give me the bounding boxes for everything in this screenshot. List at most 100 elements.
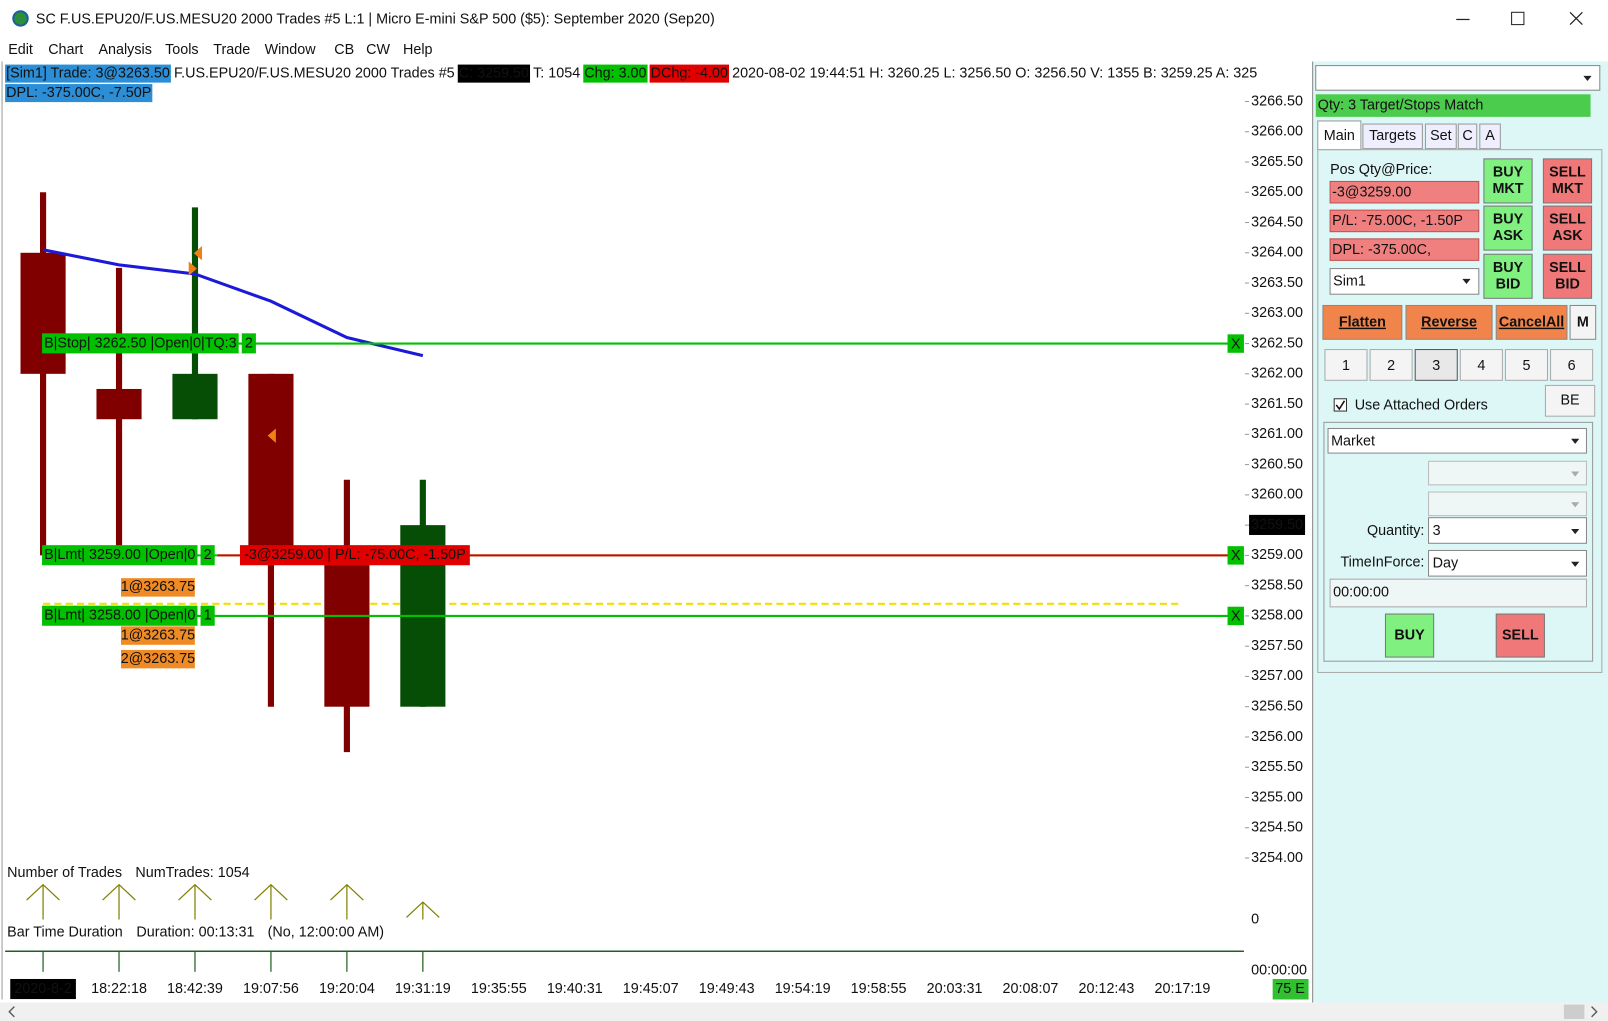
sell-button-label[interactable]: ASK [1552, 228, 1583, 244]
tab-label[interactable]: Targets [1369, 128, 1416, 144]
attached-orders-label[interactable]: Use Attached Orders [1355, 398, 1488, 414]
order-quantity[interactable]: 2 [204, 547, 212, 563]
cancel-box[interactable] [1227, 606, 1244, 626]
quantity-value[interactable]: 3 [1433, 523, 1441, 539]
buy-button[interactable] [1483, 158, 1533, 204]
quantity-button[interactable] [1459, 349, 1503, 381]
scrollbar-thumb[interactable] [1563, 1004, 1585, 1019]
order-label[interactable]: B|Stop| 3262.50 |Open|0|TQ:3 [44, 335, 237, 351]
cancel-box[interactable] [1227, 334, 1244, 353]
fill-label-background [121, 578, 195, 597]
symbol-dropdown[interactable] [1315, 65, 1601, 91]
order-label[interactable]: B|Lmt| 3259.00 |Open|0 [44, 547, 195, 563]
menu-item[interactable]: CW [366, 42, 390, 58]
menu-bar [0, 38, 1608, 62]
tab[interactable] [1317, 120, 1362, 151]
menu-item[interactable]: Window [265, 42, 317, 58]
buy-button-label[interactable]: BUY [1493, 165, 1524, 181]
account-value[interactable]: Sim1 [1333, 274, 1366, 290]
sell-button-label[interactable]: BID [1555, 276, 1580, 292]
tif-value[interactable]: Day [1433, 556, 1459, 572]
attached-orders-box [1323, 421, 1594, 662]
quantity-button[interactable] [1369, 349, 1413, 381]
maximize-button[interactable] [1511, 11, 1525, 26]
buy-button-label[interactable]: BUY [1493, 260, 1524, 276]
cancel-order[interactable]: X [1231, 609, 1241, 625]
buy-button-label[interactable]: MKT [1492, 181, 1523, 197]
menu-item[interactable]: Trade [213, 42, 250, 58]
cancel-order[interactable]: X [1231, 548, 1241, 564]
quantity-button[interactable] [1414, 349, 1458, 381]
tab[interactable] [1457, 123, 1478, 150]
sell-button-label[interactable]: SELL [1549, 260, 1586, 276]
tab-label[interactable]: C [1462, 128, 1472, 144]
quantity-button[interactable] [1550, 349, 1594, 381]
action-button[interactable] [1405, 304, 1493, 340]
tab-label[interactable]: A [1485, 128, 1495, 144]
header-symbol: F.US.EPU20/F.US.MESU20 2000 Trades #5 [174, 66, 455, 82]
quantity-button-label[interactable]: 5 [1522, 358, 1530, 374]
sell-button[interactable] [1542, 158, 1593, 204]
buy-button[interactable] [1483, 253, 1533, 299]
buy-button-label[interactable]: BID [1496, 276, 1521, 292]
buy-button-label[interactable]: ASK [1493, 228, 1524, 244]
tab[interactable] [1479, 123, 1501, 150]
menu-item[interactable]: Analysis [98, 42, 151, 58]
action-button-label[interactable]: Flatten [1339, 315, 1386, 331]
attached-orders-checkbox[interactable] [1333, 398, 1348, 412]
cancel-order[interactable]: X [1231, 336, 1241, 352]
x-tick-label: 19:20:04 [319, 981, 375, 997]
action-button-label[interactable]: M [1577, 315, 1589, 331]
sell-button-label[interactable]: SELL [1549, 165, 1586, 181]
buy-order-button[interactable] [1384, 613, 1435, 658]
action-button-label[interactable]: Reverse [1421, 315, 1477, 331]
menu-item[interactable]: CB [334, 42, 354, 58]
order-type-value[interactable]: Market [1331, 434, 1375, 450]
quantity-button-label[interactable]: 6 [1568, 358, 1576, 374]
account-combo[interactable] [1329, 268, 1480, 295]
sell-button-label[interactable]: SELL [1549, 212, 1586, 228]
sell-order-button[interactable] [1495, 613, 1545, 658]
tab-label[interactable]: Main [1324, 128, 1355, 144]
scroll-left[interactable] [8, 1006, 15, 1018]
be-button[interactable] [1544, 384, 1596, 417]
tab[interactable] [1362, 123, 1423, 150]
sell-order-label[interactable]: SELL [1502, 627, 1539, 643]
y-tick-label: 3264.50 [1251, 214, 1303, 230]
tif-combo[interactable] [1428, 549, 1587, 577]
order-type-combo[interactable] [1327, 427, 1587, 454]
quantity-button-label[interactable]: 3 [1432, 358, 1440, 374]
order-quantity[interactable]: 2 [245, 335, 253, 351]
menu-item[interactable]: Tools [165, 42, 199, 58]
label-background [10, 978, 76, 1000]
buy-button-label[interactable]: BUY [1493, 212, 1524, 228]
quantity-button-label[interactable]: 2 [1387, 358, 1395, 374]
cancel-box[interactable] [1227, 546, 1244, 565]
tab[interactable] [1424, 123, 1457, 150]
y-tick-label: 3258.50 [1251, 577, 1303, 593]
scroll-right[interactable] [1591, 1006, 1598, 1018]
sell-button[interactable] [1542, 205, 1593, 251]
order-label[interactable]: B|Lmt| 3258.00 |Open|0 [44, 608, 195, 624]
time-field [1329, 578, 1587, 608]
quantity-button[interactable] [1504, 349, 1549, 381]
menu-item[interactable]: Help [403, 42, 433, 58]
sell-button-label[interactable]: MKT [1552, 181, 1583, 197]
quantity-button-label[interactable]: 1 [1342, 358, 1350, 374]
action-button[interactable] [1569, 304, 1597, 340]
tab-label[interactable]: Set [1430, 128, 1452, 144]
menu-item[interactable]: Edit [8, 42, 33, 58]
quantity-button[interactable] [1324, 349, 1368, 381]
quantity-button-label[interactable]: 4 [1477, 358, 1485, 374]
order-quantity[interactable]: 1 [204, 608, 212, 624]
disabled-combo [1428, 460, 1587, 486]
action-button-label[interactable]: CancelAll [1499, 315, 1564, 331]
quantity-combo[interactable] [1428, 517, 1587, 544]
buy-button[interactable] [1483, 205, 1533, 251]
menu-item[interactable]: Chart [48, 42, 83, 58]
action-button[interactable] [1495, 304, 1568, 340]
action-button[interactable] [1322, 304, 1403, 340]
buy-order-label[interactable]: BUY [1394, 627, 1425, 643]
be-button-label[interactable]: BE [1560, 393, 1579, 409]
sell-button[interactable] [1542, 253, 1593, 299]
